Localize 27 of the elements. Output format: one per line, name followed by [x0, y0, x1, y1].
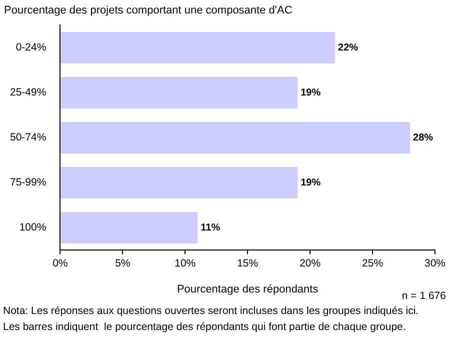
bar [60, 166, 298, 198]
data-label: 19% [300, 177, 321, 188]
text: n = 1 676 [402, 290, 446, 302]
x-tick-label: 5% [115, 257, 130, 270]
x-tick-label: 25% [362, 257, 384, 270]
y-tick-label: 25-49% [10, 86, 46, 99]
x-axis-title: Pourcentage des répondants [176, 283, 319, 296]
bar [60, 76, 298, 108]
x-tick-label: 20% [300, 257, 321, 270]
y-tick-label: 50-74% [10, 132, 46, 144]
text: Les barres indiquent le pourcentage des répondants qui font partie de chaque groupe. [3, 321, 406, 333]
x-tick-label: 0% [52, 257, 68, 270]
bar [60, 122, 410, 154]
bar [60, 212, 198, 244]
x-tick-label: 30% [424, 257, 446, 270]
y-tick-label: 0-24% [16, 42, 46, 54]
data-label: 19% [300, 87, 321, 98]
data-label: 28% [413, 132, 434, 144]
y-tick-label: 100% [19, 222, 46, 234]
y-tick-label: 75-99% [10, 176, 46, 189]
text: Nota: Les réponses aux questions ouvertes seront incluses dans les groupes indiqués ici. [3, 305, 419, 317]
data-label: 11% [200, 222, 220, 234]
data-label: 22% [338, 42, 358, 54]
x-tick-label: 10% [174, 257, 196, 270]
chart-title: Pourcentage des projets comportant une composante d'AC [4, 4, 292, 17]
bar [60, 32, 336, 64]
x-tick-label: 15% [237, 257, 258, 270]
